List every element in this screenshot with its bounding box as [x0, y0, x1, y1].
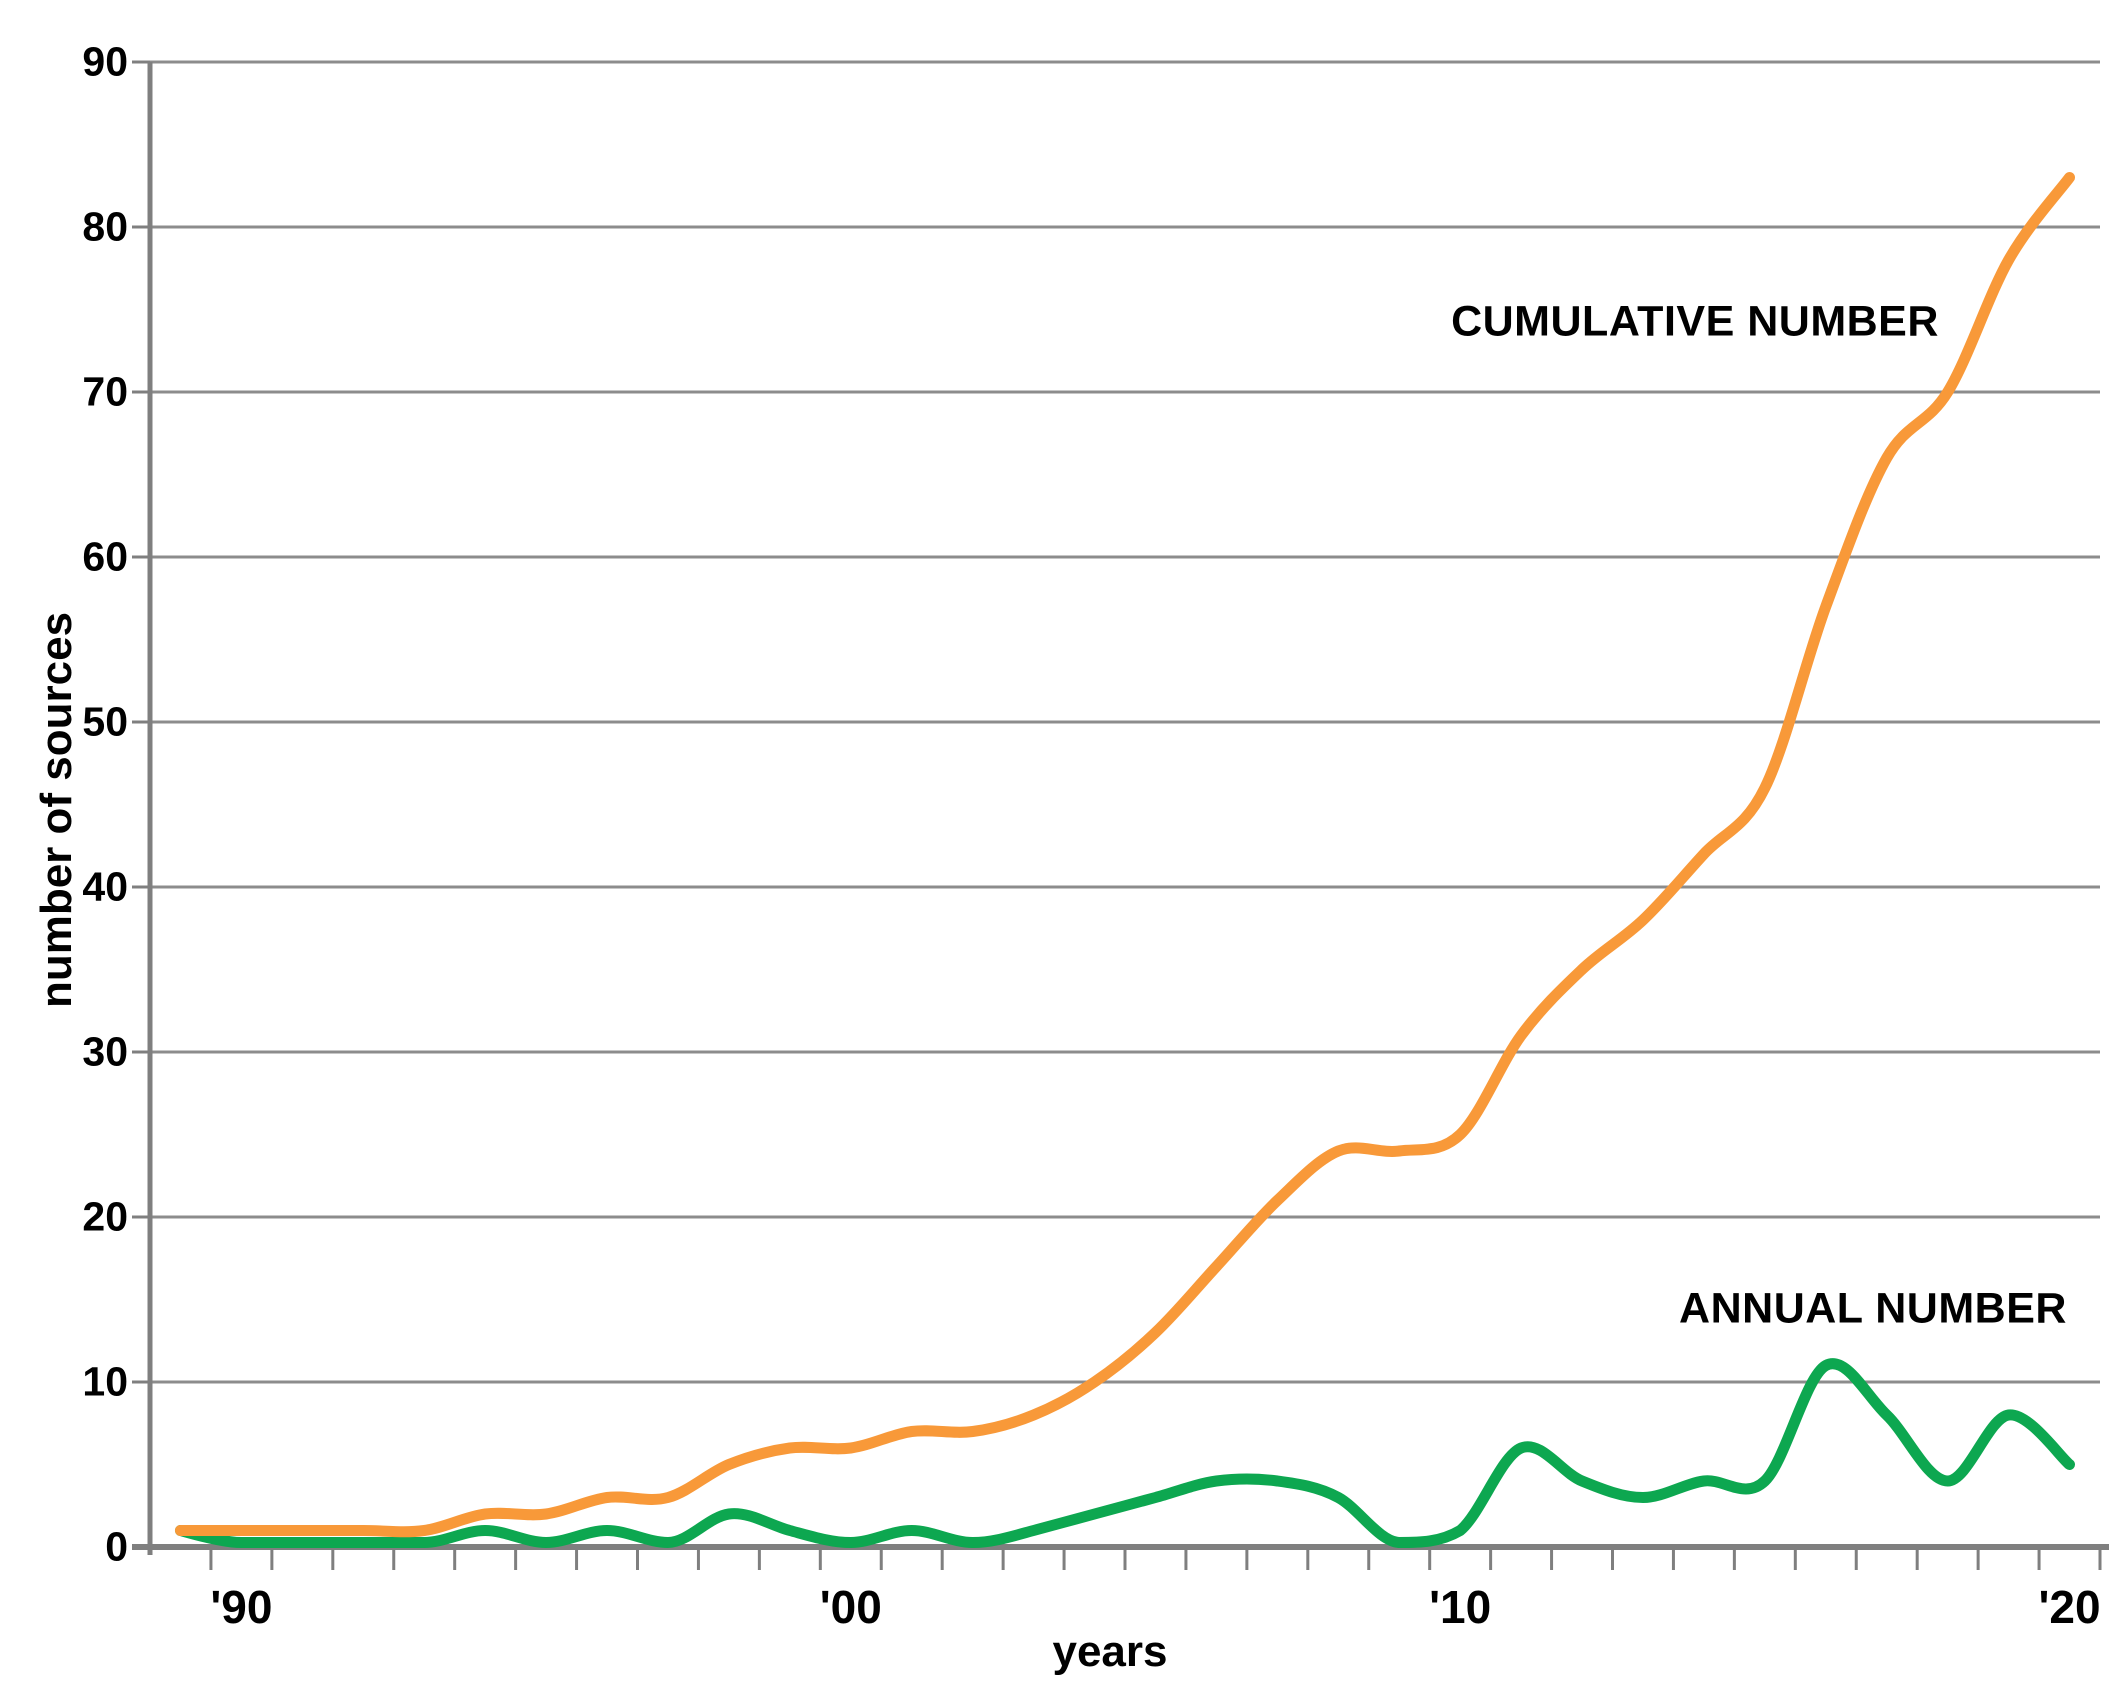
y-tick-label-70: 70 — [82, 368, 128, 415]
y-tick-label-20: 20 — [82, 1193, 128, 1240]
x-tick-label-1990: '90 — [210, 1581, 273, 1633]
cumulative-series-label: CUMULATIVE NUMBER — [1451, 297, 1939, 346]
x-axis-title: years — [1052, 1627, 1168, 1676]
y-tick-label-10: 10 — [82, 1358, 128, 1405]
x-tick-label-2020: '20 — [2038, 1581, 2101, 1633]
x-tick-label-2000: '00 — [819, 1581, 882, 1633]
y-tick-label-90: 90 — [82, 38, 128, 85]
y-tick-label-30: 30 — [82, 1028, 128, 1075]
y-tick-label-50: 50 — [82, 698, 128, 745]
cumulative-line — [174, 172, 2075, 1538]
y-tick-label-80: 80 — [82, 203, 128, 250]
y-tick-label-0: 0 — [105, 1523, 128, 1570]
x-tick-label-2010: '10 — [1429, 1581, 1492, 1633]
y-tick-label-60: 60 — [82, 533, 128, 580]
y-axis-title: number of sources — [32, 611, 81, 1009]
y-tick-label-40: 40 — [82, 863, 128, 910]
annual-series-label: ANNUAL NUMBER — [1679, 1284, 2067, 1333]
annual-line — [174, 1358, 2075, 1549]
